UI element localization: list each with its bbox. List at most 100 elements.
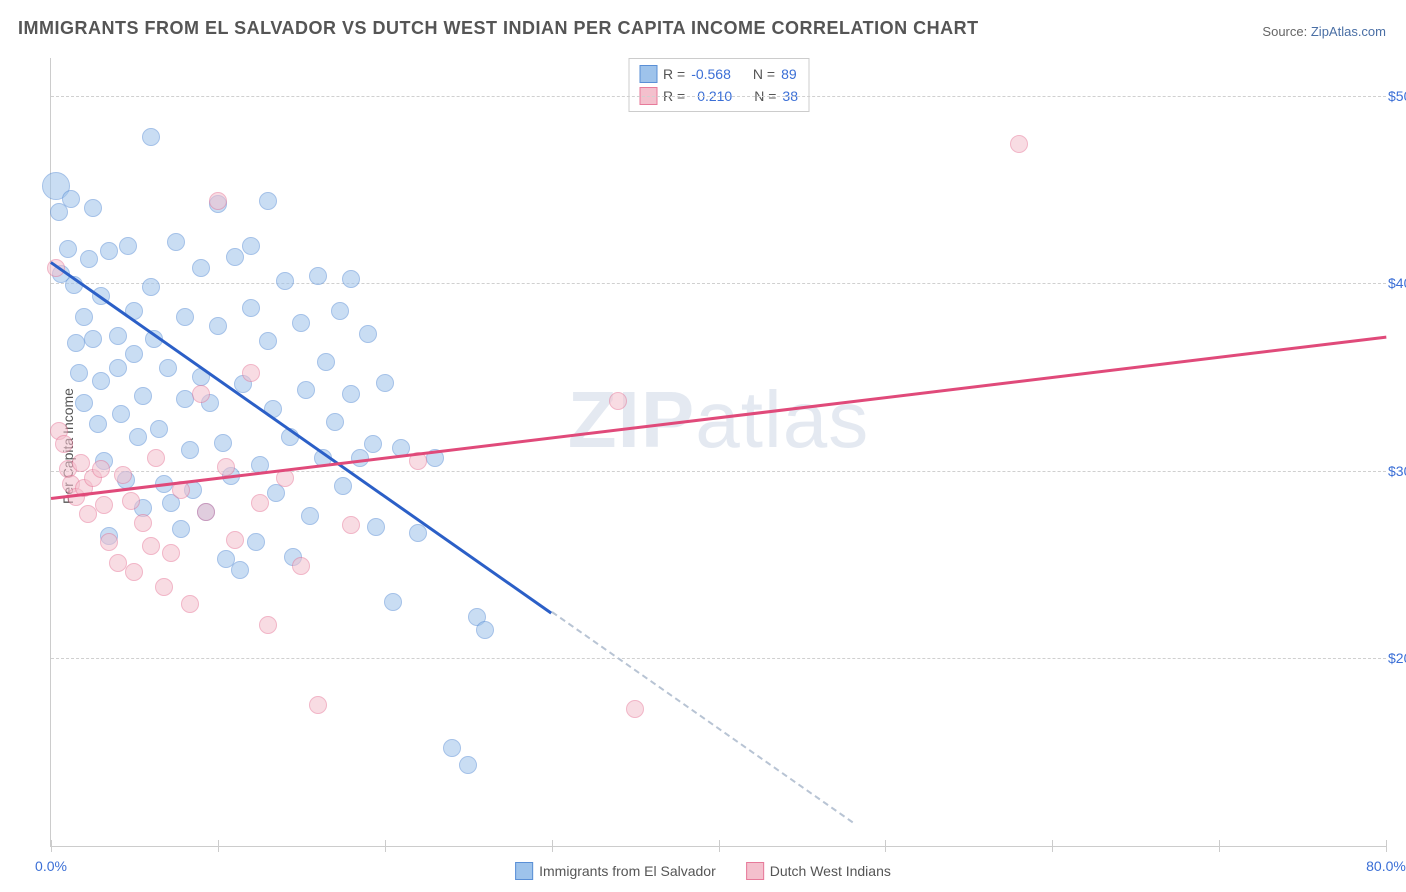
scatter-point — [292, 314, 310, 332]
scatter-point — [162, 544, 180, 562]
x-tick-label: 0.0% — [35, 858, 67, 874]
x-tick — [218, 840, 219, 852]
scatter-point — [342, 270, 360, 288]
gridline — [51, 283, 1386, 284]
scatter-point — [247, 533, 265, 551]
scatter-point — [80, 250, 98, 268]
scatter-point — [364, 435, 382, 453]
scatter-point — [331, 302, 349, 320]
scatter-point — [155, 578, 173, 596]
scatter-point — [459, 756, 477, 774]
y-tick-label: $40,000 — [1388, 275, 1406, 291]
scatter-point — [476, 621, 494, 639]
watermark-rest: atlas — [695, 375, 869, 464]
gridline — [51, 658, 1386, 659]
scatter-point — [176, 390, 194, 408]
scatter-point — [251, 494, 269, 512]
scatter-point — [231, 561, 249, 579]
x-tick-label: 80.0% — [1366, 858, 1406, 874]
source-attribution: Source: ZipAtlas.com — [1262, 24, 1386, 39]
x-tick — [385, 840, 386, 852]
scatter-point — [134, 514, 152, 532]
scatter-point — [326, 413, 344, 431]
scatter-point — [79, 505, 97, 523]
scatter-point — [114, 466, 132, 484]
gridline — [51, 471, 1386, 472]
scatter-point — [100, 242, 118, 260]
r-label: R = — [663, 63, 685, 85]
source-label: Source: — [1262, 24, 1307, 39]
y-tick-label: $20,000 — [1388, 650, 1406, 666]
n-value-series1: 89 — [781, 63, 797, 85]
scatter-point — [351, 449, 369, 467]
x-tick — [51, 840, 52, 852]
x-tick — [1386, 840, 1387, 852]
scatter-point — [92, 372, 110, 390]
gridline — [51, 96, 1386, 97]
scatter-point — [209, 317, 227, 335]
scatter-point — [92, 460, 110, 478]
series-legend: Immigrants from El Salvador Dutch West I… — [515, 862, 891, 880]
trend-line — [51, 336, 1386, 500]
stats-legend: R = -0.568 N = 89 R = 0.210 N = 38 — [628, 58, 809, 112]
scatter-point — [176, 308, 194, 326]
stats-legend-row: R = -0.568 N = 89 — [639, 63, 798, 85]
scatter-point — [226, 248, 244, 266]
scatter-point — [217, 458, 235, 476]
legend-swatch-series1 — [639, 65, 657, 83]
scatter-point — [242, 299, 260, 317]
scatter-point — [75, 394, 93, 412]
scatter-point — [100, 533, 118, 551]
scatter-point — [150, 420, 168, 438]
scatter-point — [443, 739, 461, 757]
y-tick-label: $30,000 — [1388, 463, 1406, 479]
legend-label-series1: Immigrants from El Salvador — [539, 863, 716, 879]
legend-item: Immigrants from El Salvador — [515, 862, 716, 880]
scatter-point — [384, 593, 402, 611]
scatter-point — [89, 415, 107, 433]
scatter-point — [342, 516, 360, 534]
scatter-point — [297, 381, 315, 399]
scatter-point — [109, 554, 127, 572]
scatter-point — [172, 520, 190, 538]
x-tick — [719, 840, 720, 852]
scatter-point — [62, 190, 80, 208]
scatter-point — [70, 364, 88, 382]
scatter-point — [122, 492, 140, 510]
n-label: N = — [753, 63, 775, 85]
scatter-point — [609, 392, 627, 410]
scatter-point — [309, 267, 327, 285]
scatter-point — [1010, 135, 1028, 153]
scatter-point — [209, 192, 227, 210]
scatter-point — [242, 237, 260, 255]
scatter-point — [59, 240, 77, 258]
chart-title: IMMIGRANTS FROM EL SALVADOR VS DUTCH WES… — [18, 18, 979, 39]
scatter-point — [75, 308, 93, 326]
scatter-point — [359, 325, 377, 343]
scatter-point — [84, 330, 102, 348]
watermark-bold: ZIP — [568, 375, 695, 464]
scatter-point — [301, 507, 319, 525]
source-link[interactable]: ZipAtlas.com — [1311, 24, 1386, 39]
watermark: ZIPatlas — [568, 374, 869, 466]
legend-label-series2: Dutch West Indians — [770, 863, 891, 879]
scatter-point — [626, 700, 644, 718]
scatter-point — [214, 434, 232, 452]
r-value-series1: -0.568 — [691, 63, 731, 85]
x-tick — [552, 840, 553, 852]
scatter-point — [95, 496, 113, 514]
scatter-point — [109, 359, 127, 377]
scatter-point — [376, 374, 394, 392]
scatter-point — [242, 364, 260, 382]
scatter-point — [317, 353, 335, 371]
scatter-point — [259, 616, 277, 634]
trend-line-extrapolated — [551, 612, 853, 824]
y-tick-label: $50,000 — [1388, 88, 1406, 104]
scatter-point — [142, 278, 160, 296]
scatter-point — [147, 449, 165, 467]
scatter-point — [342, 385, 360, 403]
scatter-point — [112, 405, 130, 423]
scatter-point — [119, 237, 137, 255]
scatter-point — [409, 524, 427, 542]
scatter-point — [334, 477, 352, 495]
